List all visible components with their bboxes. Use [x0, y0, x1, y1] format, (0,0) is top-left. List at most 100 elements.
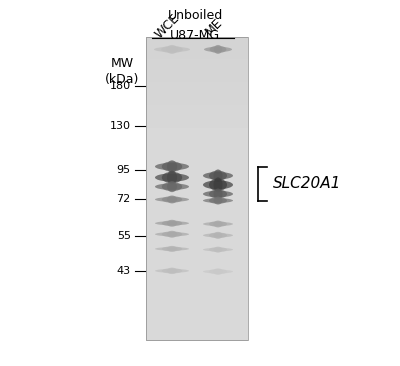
- Ellipse shape: [214, 247, 222, 253]
- Text: Unboiled: Unboiled: [167, 9, 223, 22]
- Bar: [146, 337, 248, 341]
- Ellipse shape: [209, 171, 227, 181]
- Ellipse shape: [210, 46, 226, 53]
- Ellipse shape: [155, 269, 189, 273]
- Ellipse shape: [203, 248, 233, 251]
- Bar: [146, 94, 248, 98]
- Text: U87-MG: U87-MG: [170, 29, 220, 42]
- Ellipse shape: [203, 191, 233, 197]
- Bar: [146, 173, 248, 178]
- Text: MW
(kDa): MW (kDa): [105, 57, 139, 86]
- Ellipse shape: [162, 231, 182, 237]
- Bar: [146, 177, 248, 181]
- Bar: [146, 143, 248, 147]
- Ellipse shape: [154, 47, 190, 52]
- Bar: [146, 211, 248, 216]
- Ellipse shape: [155, 197, 189, 202]
- Bar: [146, 101, 248, 105]
- Bar: [146, 150, 248, 155]
- Bar: [146, 124, 248, 128]
- Bar: [146, 192, 248, 197]
- Bar: [146, 264, 248, 269]
- Ellipse shape: [161, 46, 183, 53]
- Ellipse shape: [209, 197, 227, 204]
- Bar: [146, 291, 248, 295]
- Ellipse shape: [209, 179, 227, 191]
- Bar: [146, 109, 248, 113]
- Bar: [146, 325, 248, 329]
- Bar: [146, 261, 248, 265]
- Ellipse shape: [209, 247, 227, 252]
- Bar: [146, 299, 248, 303]
- Ellipse shape: [162, 182, 182, 191]
- Bar: [146, 48, 248, 52]
- Bar: [146, 59, 248, 64]
- Bar: [146, 204, 248, 208]
- Ellipse shape: [167, 160, 177, 173]
- Text: SLC20A1: SLC20A1: [273, 176, 341, 191]
- Ellipse shape: [203, 233, 233, 238]
- Bar: [146, 105, 248, 109]
- Bar: [146, 223, 248, 227]
- Bar: [146, 113, 248, 117]
- Bar: [146, 215, 248, 219]
- Ellipse shape: [214, 45, 222, 54]
- Ellipse shape: [167, 220, 177, 227]
- Text: ME: ME: [202, 15, 224, 38]
- Ellipse shape: [162, 220, 182, 226]
- Text: 43: 43: [117, 266, 131, 276]
- Bar: [146, 154, 248, 158]
- Bar: [146, 318, 248, 322]
- Ellipse shape: [214, 197, 222, 205]
- Ellipse shape: [162, 246, 182, 251]
- Bar: [146, 314, 248, 318]
- Ellipse shape: [214, 178, 222, 192]
- Bar: [146, 75, 248, 79]
- Ellipse shape: [209, 232, 227, 238]
- Bar: [146, 181, 248, 185]
- Bar: [146, 90, 248, 94]
- Bar: [146, 52, 248, 56]
- Bar: [146, 120, 248, 124]
- Ellipse shape: [162, 161, 182, 172]
- Bar: [146, 242, 248, 246]
- Bar: [146, 37, 248, 41]
- Bar: [146, 128, 248, 132]
- Bar: [146, 257, 248, 261]
- Ellipse shape: [167, 171, 177, 184]
- Ellipse shape: [155, 247, 189, 251]
- Ellipse shape: [166, 45, 178, 54]
- Bar: [146, 86, 248, 90]
- Bar: [146, 200, 248, 204]
- Ellipse shape: [203, 198, 233, 203]
- Bar: [146, 67, 248, 71]
- Bar: [146, 139, 248, 143]
- Ellipse shape: [167, 195, 177, 203]
- Bar: [146, 158, 248, 162]
- Bar: [146, 78, 248, 83]
- Ellipse shape: [167, 246, 177, 252]
- Ellipse shape: [167, 181, 177, 192]
- Bar: [146, 295, 248, 299]
- Ellipse shape: [214, 169, 222, 182]
- Bar: [146, 166, 248, 170]
- Bar: [146, 272, 248, 276]
- Bar: [146, 131, 248, 136]
- Bar: [146, 37, 248, 340]
- Ellipse shape: [155, 173, 189, 182]
- Bar: [146, 306, 248, 310]
- Ellipse shape: [203, 180, 233, 189]
- Bar: [146, 188, 248, 193]
- Bar: [146, 268, 248, 272]
- Text: 95: 95: [117, 165, 131, 175]
- Ellipse shape: [155, 221, 189, 225]
- Bar: [146, 227, 248, 231]
- Ellipse shape: [203, 270, 233, 273]
- Bar: [146, 97, 248, 101]
- Ellipse shape: [214, 220, 222, 228]
- Bar: [146, 135, 248, 139]
- Bar: [146, 219, 248, 223]
- Bar: [146, 329, 248, 333]
- Text: WCE: WCE: [152, 12, 182, 41]
- Ellipse shape: [167, 268, 177, 274]
